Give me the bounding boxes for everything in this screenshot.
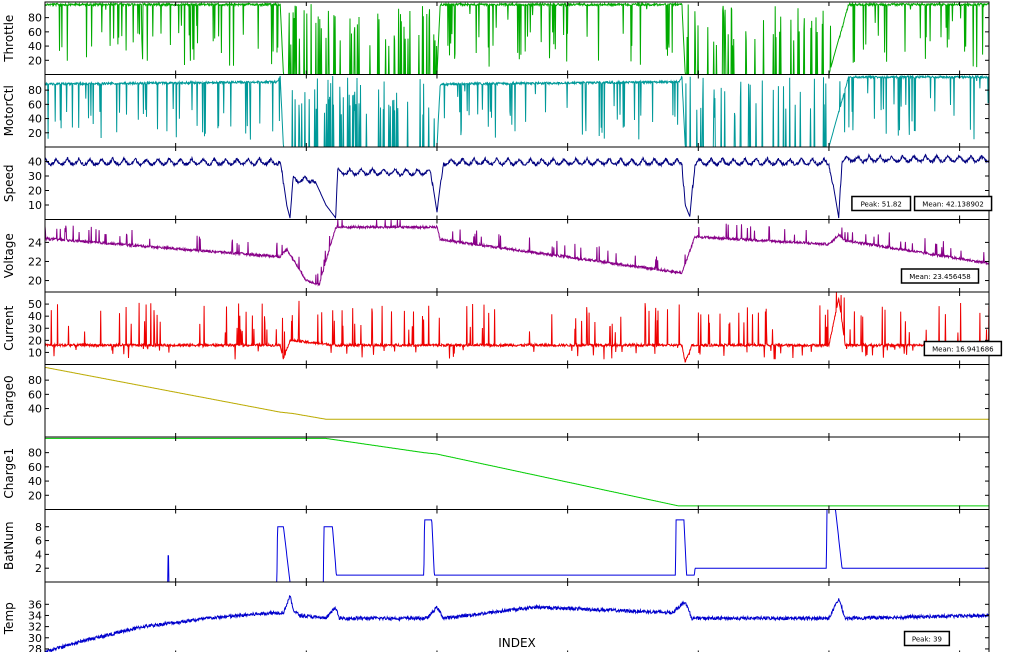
x-axis-label: INDEX	[498, 636, 536, 650]
y-tick-label: 40	[28, 156, 42, 169]
y-axis-label-throttle: Throttle	[2, 15, 16, 63]
y-tick-label: 10	[28, 199, 42, 212]
y-tick-label: 60	[28, 388, 42, 401]
series-line-motorctl	[45, 74, 989, 147]
series-line-batnum	[45, 509, 989, 582]
series-line-charge0	[45, 366, 989, 420]
stat-annotation-box	[913, 195, 993, 212]
panel-frame	[44, 581, 990, 652]
y-tick-label: 80	[28, 12, 42, 25]
y-tick-label: 60	[28, 26, 42, 39]
stat-annotation-label: Mean: 16.941686	[932, 346, 994, 354]
y-tick-label: 22	[28, 255, 42, 268]
y-tick-label: 32	[28, 621, 42, 634]
series-line-throttle	[45, 2, 989, 75]
y-tick-label: 20	[28, 185, 42, 198]
y-tick-label: 20	[28, 334, 42, 347]
y-tick-label: 40	[28, 113, 42, 126]
stat-annotation-label: Mean: 23.456458	[909, 273, 971, 281]
stat-annotation-box	[903, 630, 951, 647]
y-axis-label-batnum: BatNum	[2, 521, 16, 570]
y-tick-label: 60	[28, 98, 42, 111]
y-axis-label-charge1: Charge1	[2, 448, 16, 499]
y-axis-label-temp: Temp	[2, 602, 16, 635]
y-tick-label: 60	[28, 461, 42, 474]
series-line-voltage	[45, 219, 989, 287]
y-tick-label: 30	[28, 170, 42, 183]
y-tick-label: 30	[28, 632, 42, 645]
y-tick-label: 50	[28, 298, 42, 311]
series-line-speed	[45, 153, 989, 219]
y-axis-label-voltage: Voltage	[2, 233, 16, 278]
stat-annotation-label: Peak: 51.82	[861, 201, 902, 209]
y-tick-label: 40	[28, 310, 42, 323]
stat-annotation-box	[851, 195, 912, 212]
y-tick-label: 10	[28, 346, 42, 359]
chart-panels: 20406080Throttle20406080MotorCtl10203040…	[2, 1, 1003, 652]
y-tick-label: 34	[28, 609, 42, 622]
y-tick-label: 20	[28, 275, 42, 288]
y-tick-label: 40	[28, 403, 42, 416]
stat-annotation-label: Peak: 39	[912, 636, 942, 644]
y-axis-label-current: Current	[2, 305, 16, 350]
y-tick-label: 40	[28, 40, 42, 53]
series-line-temp	[45, 595, 989, 652]
y-axis-label-motorctl: MotorCtl	[2, 85, 16, 136]
series-line-charge1	[45, 437, 989, 507]
y-tick-label: 8	[35, 521, 42, 534]
y-axis-label-charge0: Charge0	[2, 375, 16, 426]
y-tick-label: 2	[35, 562, 42, 575]
y-tick-label: 20	[28, 489, 42, 502]
stat-annotation-box	[923, 340, 1003, 357]
stat-annotation-box	[900, 268, 980, 284]
y-tick-label: 80	[28, 447, 42, 460]
stat-annotation-label: Mean: 42.138902	[922, 201, 984, 209]
y-tick-label: 28	[28, 643, 42, 652]
y-axis-label-speed: Speed	[2, 164, 16, 202]
y-tick-label: 20	[28, 54, 42, 67]
series-line-current	[45, 292, 989, 363]
y-tick-label: 40	[28, 475, 42, 488]
y-tick-label: 80	[28, 374, 42, 387]
y-tick-label: 4	[35, 548, 42, 561]
y-tick-label: 30	[28, 322, 42, 335]
y-tick-label: 80	[28, 84, 42, 97]
y-tick-label: 20	[28, 127, 42, 140]
y-tick-label: 24	[28, 236, 42, 249]
y-tick-label: 6	[35, 535, 42, 548]
y-tick-label: 36	[28, 598, 42, 611]
